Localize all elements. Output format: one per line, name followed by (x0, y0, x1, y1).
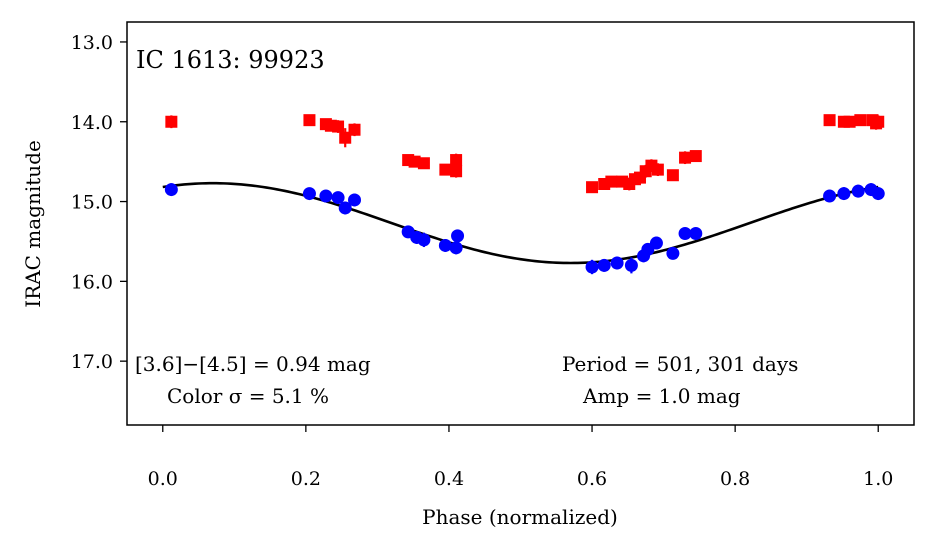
data-point-blue-circle-0 (164, 183, 178, 197)
data-point-red-square-6 (348, 123, 361, 136)
y-axis-label: IRAC magnitude (21, 140, 45, 308)
x-tick-label-2: 0.4 (434, 468, 464, 490)
period-label: Period = 501, 301 days (562, 352, 799, 376)
data-point-red-square-1 (303, 114, 316, 127)
x-tick-label-1: 0.2 (291, 468, 321, 490)
data-point-blue-circle-4 (338, 201, 352, 215)
y-tick-label-2: 15.0 (71, 192, 113, 214)
data-point-blue-circle-8 (417, 233, 431, 247)
x-tick-label-3: 0.6 (577, 468, 607, 490)
amplitude-label: Amp = 1.0 mag (583, 384, 741, 408)
data-point-blue-circle-19 (666, 246, 680, 260)
data-point-red-square-13 (586, 181, 599, 194)
data-point-red-square-15 (605, 175, 618, 188)
data-point-red-square-26 (823, 114, 836, 127)
data-point-red-square-10 (439, 163, 452, 176)
y-tick-label-1: 14.0 (71, 112, 113, 134)
x-tick-label-4: 0.8 (720, 468, 750, 490)
color-difference-label: [3.6]−[4.5] = 0.94 mag (135, 352, 371, 376)
data-point-red-square-9 (417, 157, 430, 170)
data-point-blue-circle-21 (689, 226, 703, 240)
data-point-blue-circle-23 (837, 187, 851, 201)
data-point-red-square-12 (450, 165, 463, 178)
data-point-blue-circle-26 (871, 187, 885, 201)
data-point-blue-circle-11 (451, 229, 465, 243)
data-point-blue-circle-2 (319, 189, 333, 203)
y-tick-label-3: 16.0 (71, 271, 113, 293)
data-point-blue-circle-13 (597, 258, 611, 272)
x-axis-label: Phase (normalized) (422, 505, 618, 529)
color-sigma-label: Color σ = 5.1 % (167, 384, 329, 408)
data-point-blue-circle-9 (438, 238, 452, 252)
data-point-blue-circle-12 (585, 260, 599, 274)
data-point-red-square-4 (332, 120, 345, 133)
data-point-red-square-23 (666, 169, 679, 182)
y-tick-label-4: 17.0 (71, 351, 113, 373)
data-point-red-square-11 (450, 154, 463, 167)
data-point-red-square-8 (408, 155, 421, 168)
fit-curve (162, 181, 879, 265)
data-point-blue-circle-3 (331, 191, 345, 205)
data-point-red-square-24 (679, 151, 692, 164)
data-point-blue-circle-22 (823, 189, 837, 203)
y-tick-label-0: 13.0 (71, 32, 113, 54)
data-point-red-square-28 (843, 115, 856, 128)
x-tick-label-0: 0.0 (148, 468, 178, 490)
data-point-blue-circle-14 (610, 256, 624, 270)
chart-title: IC 1613: 99923 (136, 46, 325, 74)
data-point-blue-circle-5 (348, 193, 362, 207)
data-point-red-square-22 (651, 163, 664, 176)
data-point-blue-circle-1 (302, 187, 316, 201)
data-point-blue-circle-18 (649, 236, 663, 250)
data-point-red-square-29 (854, 114, 867, 127)
data-point-blue-circle-15 (624, 258, 638, 272)
data-point-red-square-25 (689, 150, 702, 163)
data-point-blue-circle-10 (449, 241, 463, 255)
data-point-red-square-5 (339, 131, 352, 144)
plot-frame (126, 21, 915, 426)
data-point-blue-circle-24 (851, 184, 865, 198)
data-point-blue-circle-20 (678, 226, 692, 240)
data-point-red-square-0 (165, 115, 178, 128)
x-tick-label-5: 1.0 (863, 468, 893, 490)
data-point-red-square-32 (872, 115, 885, 128)
